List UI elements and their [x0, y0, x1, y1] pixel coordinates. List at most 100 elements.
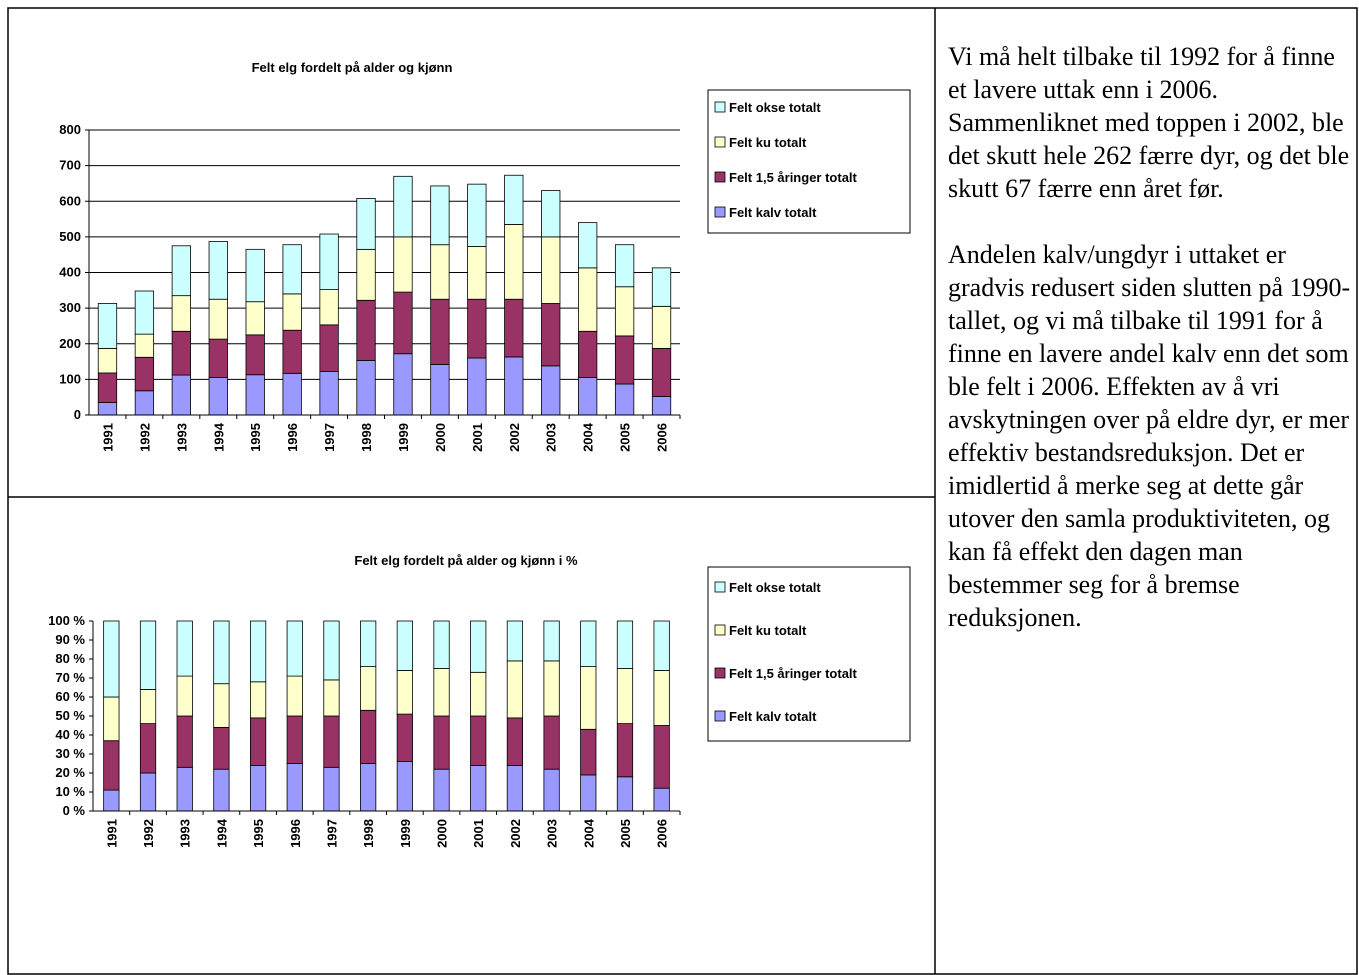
bar-segment	[614, 383, 635, 416]
bar-segment	[213, 683, 230, 728]
bar-segment	[651, 305, 672, 349]
y-tick-label: 60 %	[55, 689, 85, 704]
bar-segment	[356, 360, 376, 416]
x-tick-label: 1995	[251, 819, 266, 848]
bar-segment	[651, 347, 672, 397]
bar-segment	[470, 671, 487, 717]
y-tick-label: 10 %	[55, 784, 85, 799]
text-cell: Vi må helt tilbake til 1992 for å finne …	[948, 40, 1356, 667]
bar-segment	[396, 761, 413, 812]
x-tick-label: 1999	[398, 819, 413, 848]
bar-segment	[97, 347, 118, 374]
bar-segment	[134, 390, 155, 416]
bar-segment	[208, 377, 228, 416]
legend-label: Felt kalv totalt	[729, 205, 817, 220]
bar-segment	[653, 670, 670, 726]
bar-segment	[249, 717, 267, 766]
y-tick-label: 20 %	[55, 765, 85, 780]
bar-segment	[249, 620, 267, 683]
bar-segment	[430, 244, 450, 300]
bar-segment	[176, 620, 193, 677]
bar-segment	[103, 620, 120, 698]
bar-segment	[360, 709, 377, 764]
x-tick-label: 2005	[618, 819, 633, 848]
bar-segment	[541, 190, 561, 238]
bar-segment	[356, 299, 376, 361]
y-tick-label: 50 %	[55, 708, 85, 723]
bar-segment	[541, 236, 561, 304]
x-tick-label: 1992	[141, 819, 156, 848]
bar-segment	[323, 679, 340, 717]
legend-swatch	[714, 624, 726, 636]
x-tick-label: 1992	[137, 423, 152, 452]
bar-segment	[653, 620, 670, 671]
bar-segment	[360, 666, 377, 711]
y-tick-label: 300	[59, 300, 81, 315]
bar-segment	[97, 402, 118, 416]
x-tick-label: 1997	[324, 819, 339, 848]
bar-segment	[614, 286, 635, 337]
bar-segment	[653, 725, 670, 789]
bar-segment	[396, 713, 413, 762]
bar-segment	[176, 766, 193, 812]
bar-segment	[393, 291, 413, 355]
bar-segment	[506, 660, 524, 719]
bar-segment	[506, 717, 524, 766]
bar-segment	[506, 620, 524, 662]
x-tick-label: 1997	[322, 423, 337, 452]
bar-segment	[139, 689, 157, 725]
bar-segment	[396, 670, 413, 715]
bar-segment	[171, 374, 191, 416]
legend-swatch	[714, 136, 726, 148]
y-tick-label: 0	[74, 407, 81, 422]
legend-label: Felt okse totalt	[729, 100, 821, 115]
bar-segment	[319, 324, 339, 372]
bar-segment	[213, 620, 230, 685]
paragraph: Vi må helt tilbake til 1992 for å finne …	[948, 42, 1350, 203]
bar-segment	[139, 723, 157, 774]
bar-segment	[134, 356, 155, 392]
bar-segment	[176, 675, 193, 717]
table-border	[7, 7, 1358, 975]
bar-segment	[504, 356, 524, 416]
legend-swatch	[714, 101, 726, 113]
legend-label: Felt 1,5 åringer totalt	[729, 666, 858, 681]
y-tick-label: 200	[59, 336, 81, 351]
bar-segment	[323, 766, 340, 812]
bar-segment	[616, 668, 634, 724]
chart-title: Felt elg fordelt på alder og kjønn	[252, 60, 453, 75]
bar-segment	[580, 666, 597, 730]
x-tick-label: 2000	[435, 819, 450, 848]
legend-label: Felt ku totalt	[729, 135, 807, 150]
legend-label: Felt ku totalt	[729, 623, 807, 638]
bar-segment	[360, 620, 377, 667]
bar-segment	[543, 660, 560, 717]
legend-label: Felt okse totalt	[729, 580, 821, 595]
x-tick-label: 2002	[507, 423, 522, 452]
legend-label: Felt kalv totalt	[729, 709, 817, 724]
x-tick-label: 1991	[100, 423, 115, 452]
bar-segment	[470, 715, 487, 766]
x-tick-label: 1994	[211, 422, 226, 452]
bar-segment	[319, 371, 339, 416]
bar-segment	[433, 620, 450, 669]
bar-segment	[504, 224, 524, 300]
x-tick-label: 1994	[214, 818, 229, 848]
bar-segment	[249, 765, 267, 812]
y-tick-label: 90 %	[55, 632, 85, 647]
bar-segment	[543, 715, 560, 770]
bar-segment	[651, 396, 672, 416]
x-tick-label: 1998	[359, 423, 374, 452]
bar-segment	[245, 374, 265, 416]
y-tick-label: 30 %	[55, 746, 85, 761]
bar-segment	[433, 668, 450, 717]
y-tick-label: 70 %	[55, 670, 85, 685]
x-tick-label: 2000	[433, 423, 448, 452]
legend-swatch	[714, 581, 726, 593]
bar-segment	[245, 301, 265, 336]
bar-segment	[616, 776, 634, 812]
bar-segment	[467, 183, 487, 247]
bar-segment	[541, 365, 561, 416]
bar-segment	[614, 335, 635, 385]
